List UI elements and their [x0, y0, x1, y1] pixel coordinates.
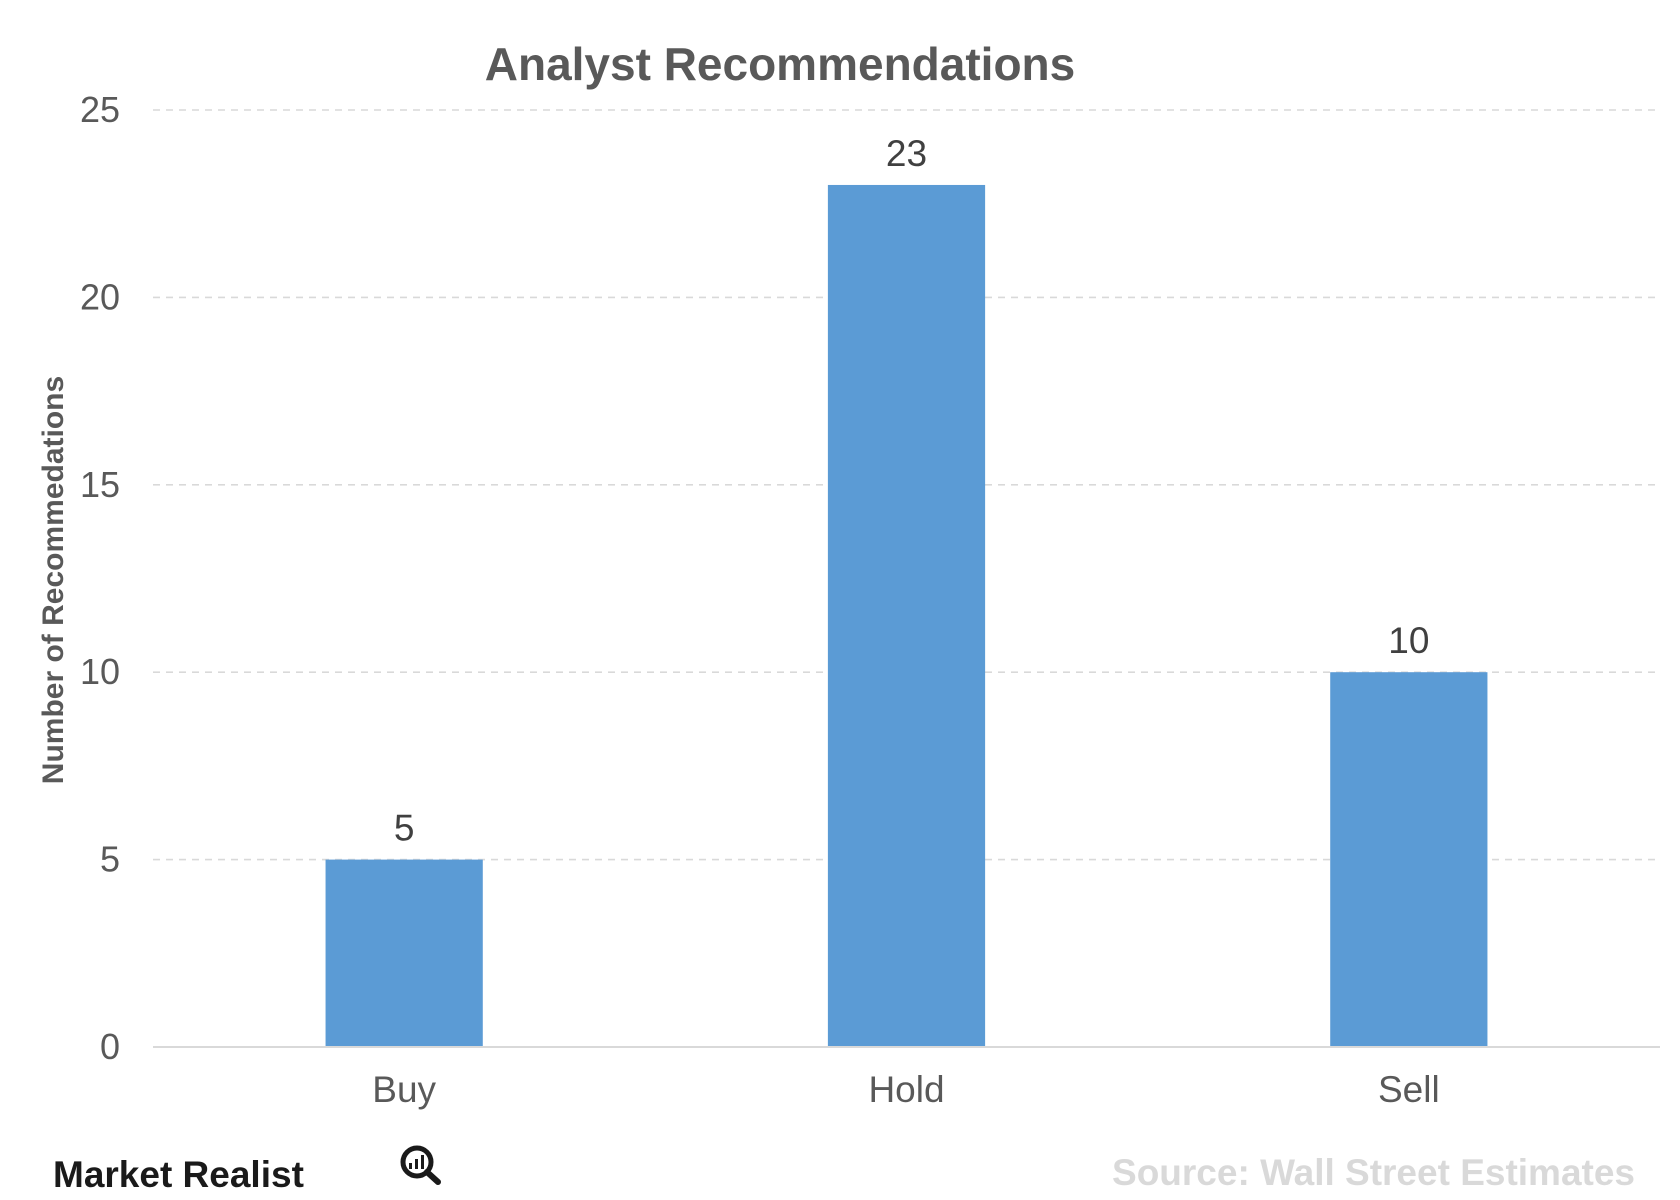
y-tick-label: 20 — [80, 276, 120, 317]
y-tick-label: 25 — [80, 89, 120, 130]
y-tick-labels: 0 5 10 15 20 25 — [80, 89, 120, 1067]
y-tick-label: 15 — [80, 464, 120, 505]
x-tick-labels: Buy Hold Sell — [372, 1069, 1439, 1110]
y-tick-label: 10 — [80, 651, 120, 692]
bar-buy — [325, 859, 483, 1047]
x-tick-label-hold: Hold — [868, 1069, 944, 1110]
bar-sell — [1330, 672, 1488, 1047]
data-label-buy: 5 — [394, 808, 415, 849]
market-realist-logo: Market Realist — [53, 1145, 441, 1195]
source-note: Source: Wall Street Estimates — [1112, 1152, 1635, 1193]
x-tick-label-sell: Sell — [1378, 1069, 1440, 1110]
x-tick-label-buy: Buy — [372, 1069, 436, 1110]
chart-title: Analyst Recommendations — [485, 38, 1075, 90]
y-axis-label: Number of Recommedations — [37, 376, 70, 784]
y-tick-label: 5 — [100, 839, 120, 880]
bars — [325, 184, 1488, 1047]
data-label-hold: 23 — [886, 133, 927, 174]
data-label-sell: 10 — [1388, 620, 1429, 661]
brand-name: Market Realist — [53, 1154, 304, 1195]
data-labels: 5 23 10 — [394, 133, 1430, 849]
magnifier-icon — [400, 1145, 441, 1185]
bar-hold — [827, 184, 986, 1047]
y-tick-label: 0 — [100, 1026, 120, 1067]
